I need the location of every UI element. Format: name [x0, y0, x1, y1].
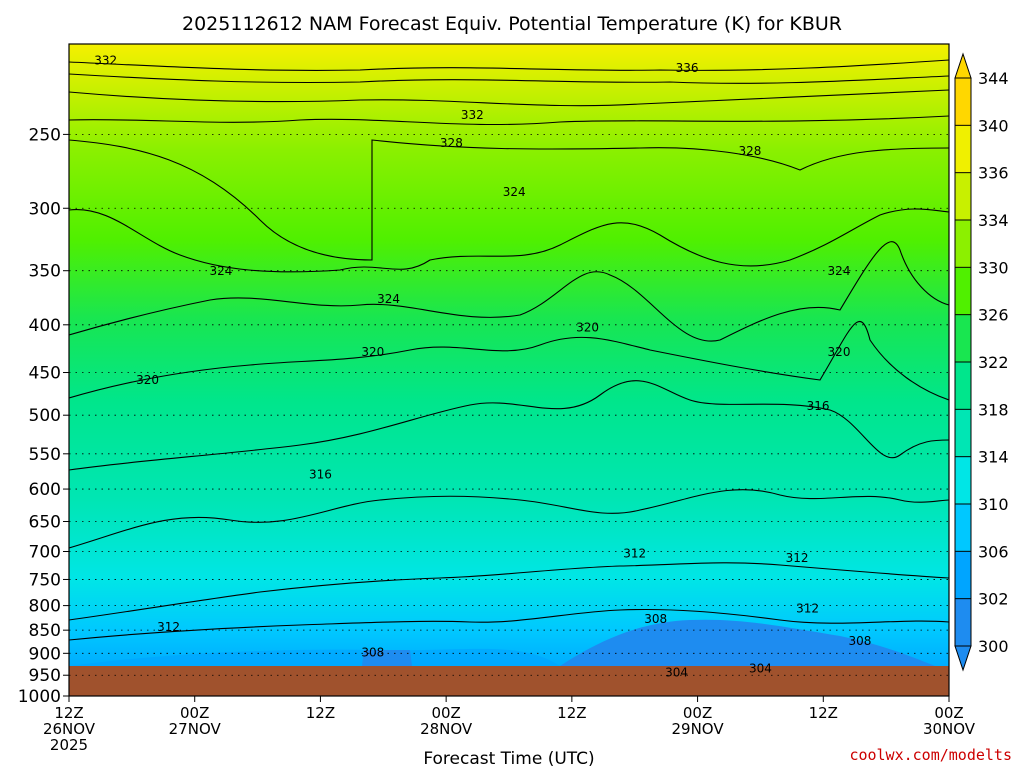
contour-label: 336 [676, 61, 699, 75]
y-tick-label: 950 [29, 666, 61, 686]
y-tick-label: 550 [29, 445, 61, 465]
colorbar-swatch [955, 504, 971, 552]
x-tick-label: 12Z [557, 704, 586, 722]
colorbar: 300 302 306 310 314 318 322 326 330 334 336 340 344 [954, 52, 1009, 672]
contour-label: 324 [503, 185, 526, 199]
y-tick-label: 800 [29, 597, 61, 617]
y-axis: 250 300 350 400 450 500 550 600 650 700 750 800 850 9… [18, 125, 69, 707]
contour-label: 324 [377, 292, 400, 306]
colorbar-arrow-top [954, 52, 972, 79]
contour-labels: 332 336 332 328 328 324 324 324 324 320 320 320 320 3… [94, 53, 871, 680]
contour-label: 304 [749, 661, 772, 675]
contour-label: 304 [665, 666, 688, 680]
plot-area: 332 336 332 328 328 324 324 324 324 320 320 320 320 3… [68, 43, 950, 697]
x-tick-label: 12Z [306, 704, 335, 722]
x-tick-label: 12Z [809, 704, 838, 722]
colorbar-label: 330 [978, 258, 1009, 277]
contour-label: 312 [786, 551, 809, 565]
y-tick-label: 900 [29, 644, 61, 664]
cold-pocket [362, 650, 412, 666]
field-background [69, 44, 949, 696]
y-tick-label: 650 [29, 512, 61, 532]
colorbar-label: 326 [978, 306, 1009, 325]
plot-frame [68, 43, 950, 697]
contour-label: 320 [136, 373, 159, 387]
y-tick-label: 400 [29, 316, 61, 336]
colorbar-label: 344 [978, 69, 1009, 88]
y-tick-label: 700 [29, 543, 61, 563]
colorbar-swatch [955, 172, 971, 221]
watermark: coolwx.com/modelts [849, 746, 1012, 764]
colorbar-swatch [955, 362, 971, 410]
x-tick-date: 26NOV [43, 720, 96, 738]
contour-label: 328 [440, 136, 463, 150]
terrain-below-ground [69, 666, 949, 696]
y-tick-label: 450 [29, 364, 61, 384]
cold-pocket [69, 648, 560, 666]
colorbar-swatch [955, 125, 971, 174]
colorbar-swatch [955, 78, 971, 126]
contour-label: 312 [157, 620, 180, 634]
chart-title: 2025112612 NAM Forecast Equiv. Potential… [182, 13, 842, 35]
colorbar-swatch [955, 551, 971, 600]
contour-label: 328 [738, 144, 761, 158]
x-axis-title: Forecast Time (UTC) [423, 749, 594, 768]
colorbar-label: 340 [978, 116, 1009, 135]
x-tick-date: 27NOV [169, 720, 222, 738]
y-tick-label: 350 [29, 262, 61, 282]
colorbar-arrow-bottom [954, 645, 972, 672]
y-tick-label: 600 [29, 480, 61, 500]
x-tick-label: 00Z [934, 704, 963, 722]
y-tick-label: 250 [29, 125, 61, 145]
contour-label: 324 [828, 264, 851, 278]
contour-label: 308 [644, 612, 667, 626]
contour-lines [69, 59, 949, 641]
colorbar-swatch [955, 598, 971, 647]
x-tick-label: 00Z [180, 704, 209, 722]
colorbar-label: 314 [978, 448, 1009, 467]
colorbar-swatch [955, 220, 971, 268]
contour-label: 324 [209, 264, 232, 278]
colorbar-label: 310 [978, 495, 1009, 514]
colorbar-label: 318 [978, 400, 1009, 419]
y-tick-label: 500 [29, 406, 61, 426]
contour-label: 332 [461, 108, 484, 122]
y-tick-label: 1000 [18, 687, 61, 707]
x-tick-date: 30NOV [923, 720, 976, 738]
x-tick-date: 28NOV [420, 720, 473, 738]
contour-label: 308 [361, 645, 384, 659]
x-tick-date: 29NOV [672, 720, 725, 738]
x-tick-label: 00Z [431, 704, 460, 722]
colorbar-label: 336 [978, 164, 1009, 183]
colorbar-label: 322 [978, 353, 1009, 372]
y-tick-label: 750 [29, 570, 61, 590]
x-tick-label: 12Z [54, 704, 83, 722]
y-tick-label: 850 [29, 621, 61, 641]
colorbar-label: 334 [978, 211, 1009, 230]
x-tick-year: 2025 [50, 736, 88, 754]
colorbar-label: 300 [978, 637, 1009, 656]
contour-label: 320 [361, 345, 384, 359]
colorbar-swatch [955, 267, 971, 316]
colorbar-label: 302 [978, 590, 1009, 609]
contour-label: 320 [828, 345, 851, 359]
contour-label: 316 [807, 399, 830, 413]
cold-pocket [560, 619, 935, 666]
contour-label: 316 [309, 467, 332, 481]
contour-label: 312 [796, 602, 819, 616]
contour-label: 308 [848, 634, 871, 648]
colorbar-label: 306 [978, 542, 1009, 561]
colorbar-swatch [955, 314, 971, 363]
x-tick-label: 00Z [683, 704, 712, 722]
y-tick-label: 300 [29, 199, 61, 219]
contour-label: 320 [576, 320, 599, 334]
colorbar-swatch [955, 409, 971, 458]
contour-label: 312 [623, 547, 646, 561]
contour-label: 332 [94, 53, 117, 67]
colorbar-swatch [955, 456, 971, 505]
